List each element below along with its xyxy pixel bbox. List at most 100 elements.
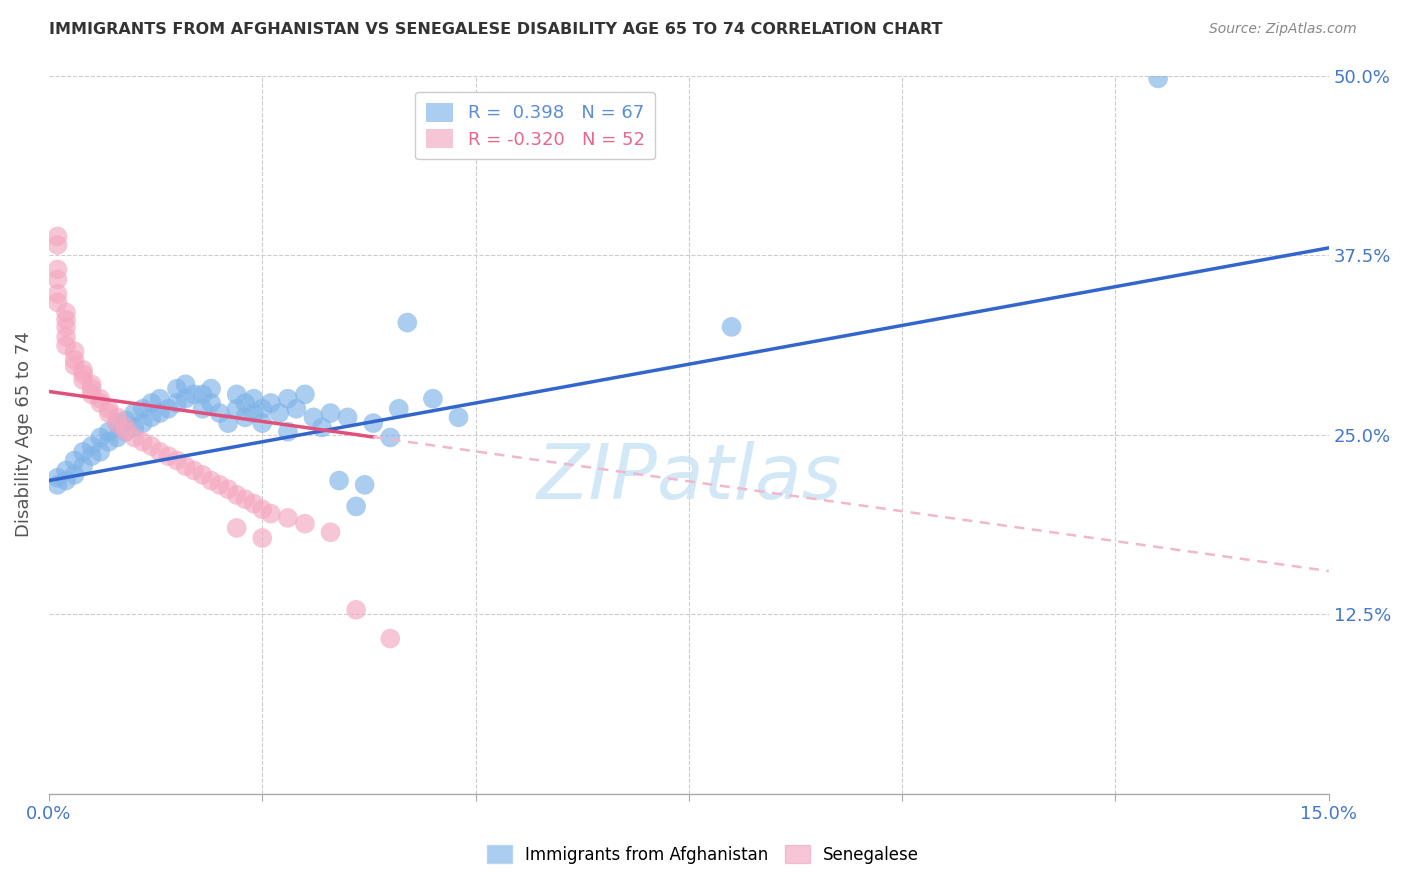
Point [72, 363, 94, 377]
Point [149, 392, 172, 406]
Point [380, 430, 402, 444]
Point [217, 416, 239, 430]
Point [157, 401, 180, 416]
Point [55, 474, 77, 488]
Point [328, 474, 350, 488]
Point [422, 392, 444, 406]
Point [174, 377, 197, 392]
Point [97, 425, 120, 439]
Point [63, 352, 86, 367]
Point [277, 511, 299, 525]
Point [252, 401, 274, 416]
Point [141, 410, 163, 425]
Point [183, 463, 205, 477]
Point [157, 449, 180, 463]
Point [141, 396, 163, 410]
Point [319, 406, 342, 420]
Point [225, 488, 247, 502]
Point [114, 413, 136, 427]
Point [166, 453, 188, 467]
Point [89, 392, 111, 406]
Point [277, 425, 299, 439]
Point [183, 387, 205, 401]
Point [63, 453, 86, 467]
Point [55, 463, 77, 477]
Point [55, 338, 77, 352]
Point [191, 387, 214, 401]
Point [252, 502, 274, 516]
Point [72, 373, 94, 387]
Point [1147, 71, 1170, 86]
Point [89, 396, 111, 410]
Point [46, 286, 69, 301]
Point [388, 401, 411, 416]
Point [80, 449, 103, 463]
Point [46, 272, 69, 286]
Point [105, 416, 128, 430]
Point [124, 420, 146, 434]
Point [166, 382, 188, 396]
Point [200, 382, 222, 396]
Point [97, 406, 120, 420]
Point [105, 410, 128, 425]
Text: ZIPatlas: ZIPatlas [536, 441, 842, 515]
Point [225, 521, 247, 535]
Point [344, 603, 367, 617]
Legend: Immigrants from Afghanistan, Senegalese: Immigrants from Afghanistan, Senegalese [479, 838, 927, 871]
Point [46, 295, 69, 310]
Point [80, 377, 103, 392]
Point [132, 416, 155, 430]
Point [260, 396, 283, 410]
Point [55, 319, 77, 334]
Point [269, 406, 291, 420]
Point [302, 410, 325, 425]
Point [200, 396, 222, 410]
Point [174, 459, 197, 474]
Point [114, 425, 136, 439]
Point [55, 305, 77, 319]
Point [208, 406, 231, 420]
Point [63, 344, 86, 359]
Point [46, 229, 69, 244]
Point [72, 459, 94, 474]
Point [225, 401, 247, 416]
Point [149, 445, 172, 459]
Point [242, 497, 264, 511]
Point [46, 238, 69, 252]
Point [260, 507, 283, 521]
Point [114, 420, 136, 434]
Point [55, 312, 77, 326]
Point [132, 434, 155, 449]
Point [72, 368, 94, 382]
Point [252, 531, 274, 545]
Point [285, 401, 308, 416]
Point [132, 401, 155, 416]
Point [252, 416, 274, 430]
Point [380, 632, 402, 646]
Point [97, 434, 120, 449]
Point [89, 430, 111, 444]
Point [208, 478, 231, 492]
Point [311, 420, 333, 434]
Point [46, 478, 69, 492]
Point [396, 316, 419, 330]
Point [97, 401, 120, 416]
Point [80, 387, 103, 401]
Point [720, 319, 742, 334]
Point [80, 382, 103, 396]
Point [191, 401, 214, 416]
Point [344, 500, 367, 514]
Y-axis label: Disability Age 65 to 74: Disability Age 65 to 74 [15, 332, 32, 538]
Point [233, 410, 256, 425]
Text: IMMIGRANTS FROM AFGHANISTAN VS SENEGALESE DISABILITY AGE 65 TO 74 CORRELATION CH: IMMIGRANTS FROM AFGHANISTAN VS SENEGALES… [49, 22, 942, 37]
Point [294, 387, 316, 401]
Point [225, 387, 247, 401]
Point [141, 439, 163, 453]
Point [200, 474, 222, 488]
Point [80, 439, 103, 453]
Point [55, 330, 77, 344]
Text: Source: ZipAtlas.com: Source: ZipAtlas.com [1209, 22, 1357, 37]
Point [191, 467, 214, 482]
Point [361, 416, 384, 430]
Point [353, 478, 375, 492]
